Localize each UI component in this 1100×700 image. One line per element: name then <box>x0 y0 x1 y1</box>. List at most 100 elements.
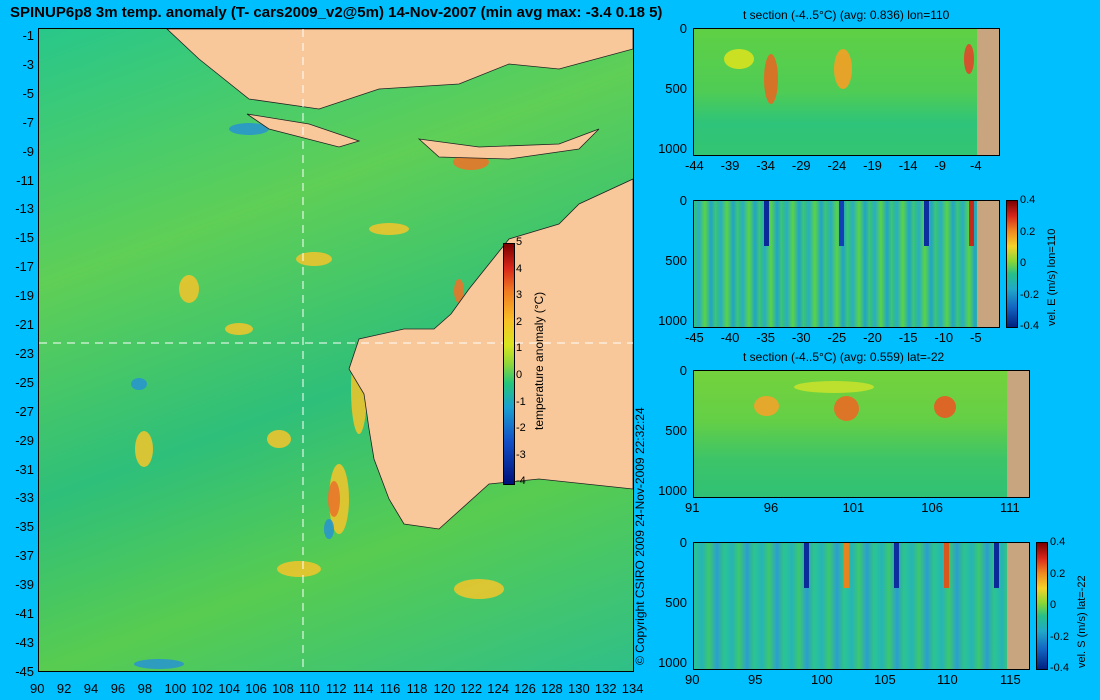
lon-tick-label: 128 <box>541 681 563 696</box>
velocity-colorbar-tick: -0.4 <box>1050 662 1069 674</box>
section-x-tick: 90 <box>685 672 700 687</box>
section-panel <box>693 200 1000 328</box>
lat-tick-label: -19 <box>15 288 34 304</box>
lat-tick-label: -39 <box>15 577 34 593</box>
section-panel <box>693 542 1030 670</box>
land <box>166 29 633 530</box>
section-y-tick: 0 <box>679 535 687 550</box>
lon-tick-label: 112 <box>325 681 347 696</box>
temp-colorbar <box>503 243 515 485</box>
lon-tick-label: 96 <box>110 681 126 696</box>
lon-tick-label: 124 <box>487 681 509 696</box>
section-land-mask <box>1007 371 1029 497</box>
lon-tick-label: 132 <box>594 681 617 696</box>
section-panel <box>693 370 1030 498</box>
lat-tick-label: -13 <box>15 201 34 217</box>
section-x-tick: 91 <box>685 500 700 515</box>
colorbar-tick-label: 0 <box>516 369 523 381</box>
map-svg <box>39 29 633 671</box>
velocity-colorbar-label: vel. E (m/s) lon=110 <box>1046 228 1058 326</box>
lon-tick-label: 104 <box>218 681 240 696</box>
lat-tick-label: -5 <box>22 85 34 101</box>
lat-tick-label: -35 <box>15 519 34 535</box>
section-y-tick: 0 <box>679 363 687 378</box>
section-land-mask <box>977 201 999 327</box>
velocity-stripe <box>969 201 974 246</box>
section-x-tick: -44 <box>685 158 704 173</box>
section-x-tick: -5 <box>970 330 982 345</box>
section-x-tick: -40 <box>720 330 740 345</box>
section-feature <box>834 396 859 421</box>
section-feature <box>964 44 974 74</box>
section-x-tick: -10 <box>934 330 954 345</box>
section-y-tick: 1000 <box>658 313 687 328</box>
colorbar-tick-label: -3 <box>516 448 526 461</box>
section-panel <box>693 28 1000 156</box>
section-x-tick: 101 <box>842 500 865 515</box>
lat-tick-label: -25 <box>15 374 34 390</box>
lon-tick-label: 92 <box>56 681 72 696</box>
section-y-tick: 500 <box>665 81 687 96</box>
section-x-tick: 111 <box>1000 500 1020 515</box>
lat-tick-label: -21 <box>15 317 34 332</box>
section-y-tick: 500 <box>665 595 687 610</box>
section-x-tick: 100 <box>811 672 833 687</box>
velocity-colorbar-tick: -0.2 <box>1050 630 1069 643</box>
section-x-tick: 115 <box>1000 672 1021 687</box>
section-x-tick: -30 <box>791 330 811 345</box>
lat-tick-label: -41 <box>15 606 34 621</box>
colorbar-tick-label: 2 <box>516 315 523 328</box>
section-x-tick: -9 <box>934 158 946 173</box>
lon-tick-label: 98 <box>137 681 153 696</box>
section-x-tick: 95 <box>748 672 763 687</box>
velocity-stripe <box>994 543 999 588</box>
velocity-colorbar <box>1006 200 1018 328</box>
anomaly-map <box>38 28 634 672</box>
colorbar-tick-label: 5 <box>516 236 523 248</box>
lon-tick-label: 118 <box>406 681 428 696</box>
section-y-tick: 0 <box>679 21 687 36</box>
velocity-colorbar <box>1036 542 1048 670</box>
lat-tick-label: -17 <box>15 259 34 275</box>
velocity-colorbar-tick: 0 <box>1020 257 1027 269</box>
section-y-tick: 1000 <box>658 141 687 156</box>
lon-tick-label: 100 <box>164 681 187 696</box>
velocity-colorbar-tick: 0.4 <box>1020 194 1036 206</box>
velocity-stripe <box>844 543 849 588</box>
lon-tick-label: 126 <box>514 681 536 696</box>
velocity-stripe <box>944 543 949 588</box>
velocity-stripe <box>839 201 844 246</box>
section-y-tick: 500 <box>665 253 687 268</box>
copyright-text: © Copyright CSIRO 2009 24-Nov-2009 22:32… <box>633 407 647 665</box>
section-title: t section (-4..5°C) (avg: 0.836) lon=110 <box>743 8 950 22</box>
lon-tick-label: 120 <box>433 681 456 696</box>
colorbar-tick-label: -4 <box>516 475 526 488</box>
lon-tick-label: 110 <box>299 681 320 696</box>
section-y-tick: 1000 <box>658 655 687 670</box>
velocity-colorbar-tick: -0.2 <box>1020 288 1039 301</box>
lat-tick-label: -31 <box>15 461 34 477</box>
section-x-tick: -19 <box>863 158 882 173</box>
velocity-stripe <box>924 201 929 246</box>
lat-tick-label: -9 <box>22 143 34 159</box>
lat-tick-label: -7 <box>22 114 34 130</box>
cool-eddies <box>131 123 334 669</box>
colorbar-tick-label: 3 <box>516 289 523 302</box>
section-x-tick: -39 <box>720 158 740 173</box>
section-x-tick: -29 <box>791 158 811 173</box>
colorbar-tick-label: 1 <box>516 342 523 355</box>
section-y-tick: 0 <box>679 193 687 208</box>
section-x-tick: 106 <box>921 500 943 515</box>
velocity-stripe <box>764 201 769 246</box>
section-feature <box>724 49 754 69</box>
section-land-mask <box>1007 543 1029 669</box>
velocity-colorbar-tick: -0.4 <box>1020 320 1039 332</box>
section-x-tick: -25 <box>827 330 847 345</box>
lat-tick-label: -43 <box>15 634 34 650</box>
velocity-colorbar-label: vel. S (m/s) lat=-22 <box>1076 575 1088 668</box>
lat-tick-label: -15 <box>15 230 34 246</box>
lat-tick-label: -45 <box>15 663 34 679</box>
section-x-tick: -34 <box>756 158 776 173</box>
velocity-stripe <box>804 543 809 588</box>
velocity-stripe <box>894 543 899 588</box>
